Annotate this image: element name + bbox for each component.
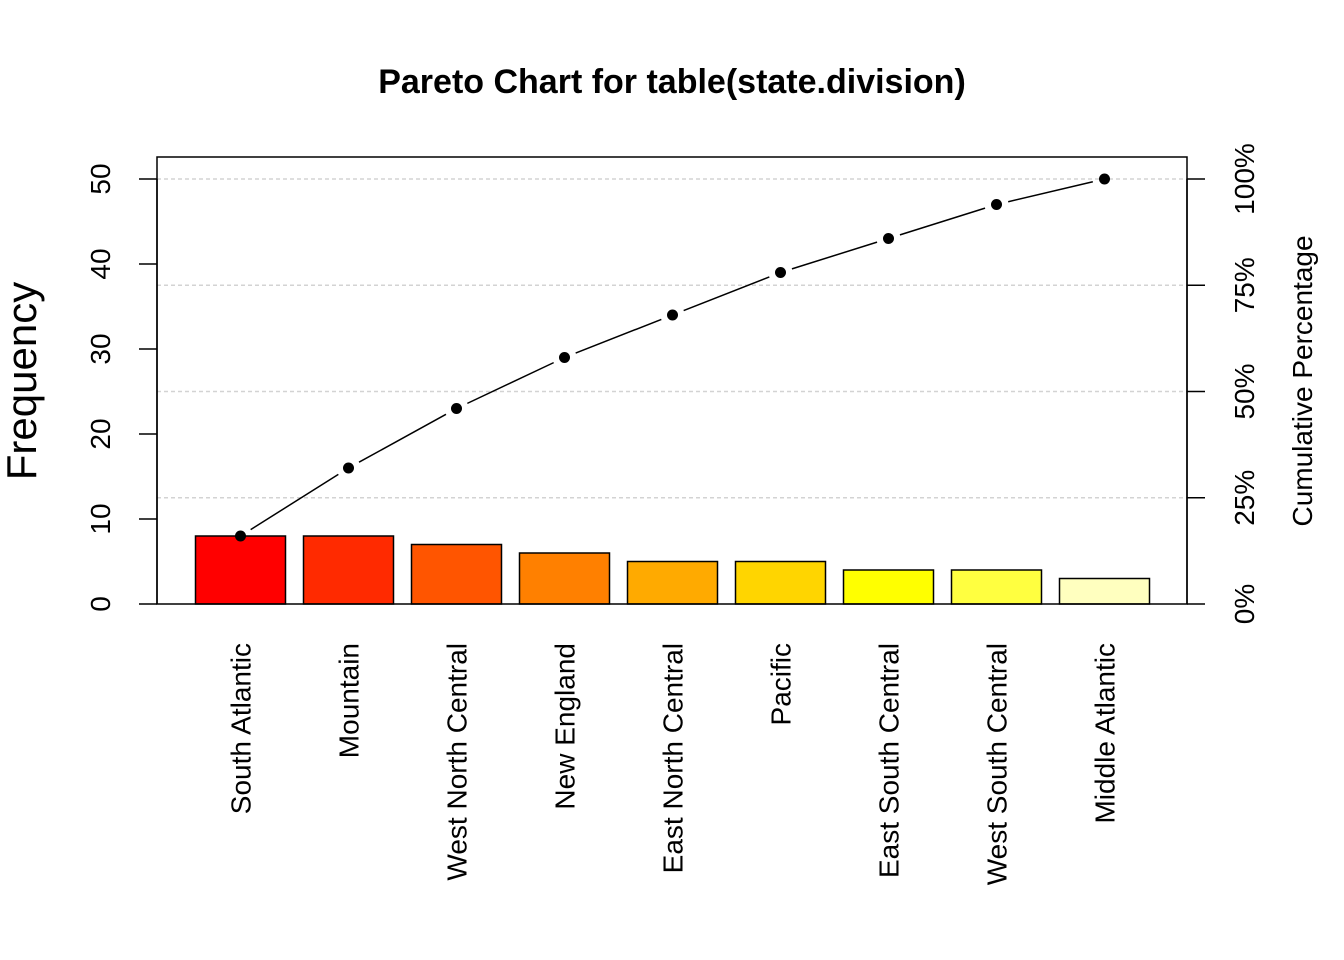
category-label: West South Central	[982, 643, 1013, 885]
bar	[194, 535, 287, 605]
y-axis-title: Frequency	[0, 282, 45, 480]
bar	[626, 560, 719, 605]
cumulative-point	[559, 352, 570, 363]
y-tick-label: 0	[85, 596, 116, 612]
bars	[194, 535, 1151, 605]
y-right-tick-label: 75%	[1229, 257, 1260, 313]
y-tick-label: 40	[85, 248, 116, 279]
category-label: Middle Atlantic	[1090, 643, 1121, 824]
y-axis-right: 0% 25% 50% 75% 100%	[1186, 143, 1260, 624]
category-label: South Atlantic	[226, 643, 257, 814]
category-label: West North Central	[442, 643, 473, 881]
y-axis-left: 0 10 20 30 40 50	[85, 163, 158, 612]
cumulative-point	[451, 403, 462, 414]
cumulative-point	[343, 462, 354, 474]
cumulative-line-segment	[791, 241, 878, 270]
cumulative-point	[883, 233, 894, 244]
category-label: Pacific	[766, 643, 797, 725]
y-tick-label: 10	[85, 503, 116, 534]
cumulative-point	[235, 530, 246, 542]
cumulative-line-segment	[467, 361, 554, 405]
bar	[734, 560, 827, 605]
bar	[518, 552, 611, 605]
x-axis-labels: South Atlantic Mountain West North Central…	[226, 643, 1121, 885]
category-label: East North Central	[658, 643, 689, 873]
cumulative-line-segment	[683, 276, 770, 312]
bar	[302, 535, 395, 605]
y-tick-label: 30	[85, 333, 116, 364]
cumulative-line-segment	[358, 413, 447, 463]
cumulative-point	[667, 309, 678, 321]
cumulative-line-segment	[250, 473, 339, 531]
y-right-tick-label: 50%	[1229, 363, 1260, 419]
bar	[1058, 577, 1151, 605]
category-label: East South Central	[874, 643, 905, 878]
y-tick-label: 50	[85, 163, 116, 194]
cumulative-point	[1099, 173, 1110, 185]
y-axis-right-title: Cumulative Percentage	[1287, 235, 1318, 526]
cumulative-point	[991, 199, 1002, 210]
cumulative-line-segment	[1008, 181, 1093, 203]
category-label: New England	[550, 643, 581, 810]
cumulative-line-segment	[899, 207, 986, 236]
grid-lines	[157, 178, 1187, 499]
cumulative-point	[775, 267, 786, 278]
cumulative-line-segment	[575, 318, 662, 354]
bar	[950, 569, 1043, 605]
bar	[842, 569, 935, 605]
chart-title: Pareto Chart for table(state.division)	[378, 63, 966, 101]
y-right-tick-label: 0%	[1229, 584, 1260, 624]
y-right-tick-label: 100%	[1229, 143, 1260, 215]
cumulative-line	[235, 173, 1110, 542]
category-label: Mountain	[334, 643, 365, 758]
y-tick-label: 20	[85, 418, 116, 449]
y-right-tick-label: 25%	[1229, 470, 1260, 526]
bar	[410, 543, 503, 605]
